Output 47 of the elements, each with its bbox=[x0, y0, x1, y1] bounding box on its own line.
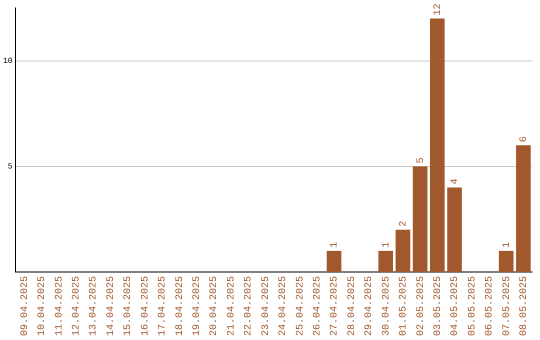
x-tick-label: 19.04.2025 bbox=[192, 276, 203, 336]
bar bbox=[412, 166, 428, 272]
x-tick-label: 12.04.2025 bbox=[71, 276, 82, 336]
x-tick-label: 02.05.2025 bbox=[416, 276, 427, 336]
x-tick-label: 24.04.2025 bbox=[278, 276, 290, 336]
x-tick-label: 18.04.2025 bbox=[174, 276, 186, 336]
data-label: 2 bbox=[398, 220, 410, 227]
x-tick-label: 07.05.2025 bbox=[502, 276, 513, 336]
bar bbox=[516, 145, 531, 272]
data-label: 4 bbox=[450, 178, 462, 185]
data-label: 5 bbox=[416, 157, 427, 164]
x-tick-label: 26.04.2025 bbox=[312, 276, 324, 336]
x-tick-label: 05.05.2025 bbox=[467, 276, 478, 336]
x-tick-label: 08.05.2025 bbox=[519, 276, 530, 336]
x-tick-label: 30.04.2025 bbox=[381, 276, 392, 336]
x-tick-label: 10.04.2025 bbox=[37, 276, 48, 336]
data-label: 12 bbox=[432, 4, 444, 16]
x-tick-label: 03.05.2025 bbox=[432, 276, 444, 336]
bar bbox=[326, 250, 342, 272]
data-label: 1 bbox=[330, 242, 341, 248]
bar bbox=[396, 230, 410, 272]
bar bbox=[447, 188, 462, 272]
x-tick-label: 16.04.2025 bbox=[140, 276, 152, 336]
x-tick-label: 06.05.2025 bbox=[484, 276, 496, 336]
bar bbox=[378, 250, 394, 272]
x-tick-label: 14.04.2025 bbox=[106, 276, 117, 336]
data-label: 6 bbox=[519, 136, 530, 142]
x-tick-label: 29.04.2025 bbox=[364, 276, 376, 336]
x-tick-label: 20.04.2025 bbox=[209, 276, 220, 336]
bar bbox=[498, 250, 514, 272]
y-tick-label: 10 bbox=[2, 56, 13, 66]
x-tick-label: 11.04.2025 bbox=[54, 276, 66, 336]
bar bbox=[430, 18, 445, 272]
x-tick-label: 01.05.2025 bbox=[398, 276, 410, 336]
x-tick-label: 25.04.2025 bbox=[295, 276, 306, 336]
x-tick-label: 27.04.2025 bbox=[330, 276, 341, 336]
x-tick-label: 17.04.2025 bbox=[158, 276, 169, 336]
x-tick-label: 21.04.2025 bbox=[226, 276, 238, 336]
x-tick-label: 28.04.2025 bbox=[346, 276, 358, 336]
x-tick-label: 15.04.2025 bbox=[123, 276, 134, 336]
data-label: 1 bbox=[502, 242, 513, 248]
data-label: 1 bbox=[381, 242, 392, 248]
x-tick-label: 09.04.2025 bbox=[20, 276, 31, 336]
x-tick-label: 22.04.2025 bbox=[244, 276, 255, 336]
x-tick-label: 13.04.2025 bbox=[88, 276, 100, 336]
x-tick-label: 23.04.2025 bbox=[260, 276, 272, 336]
x-tick-label: 04.05.2025 bbox=[450, 276, 462, 336]
